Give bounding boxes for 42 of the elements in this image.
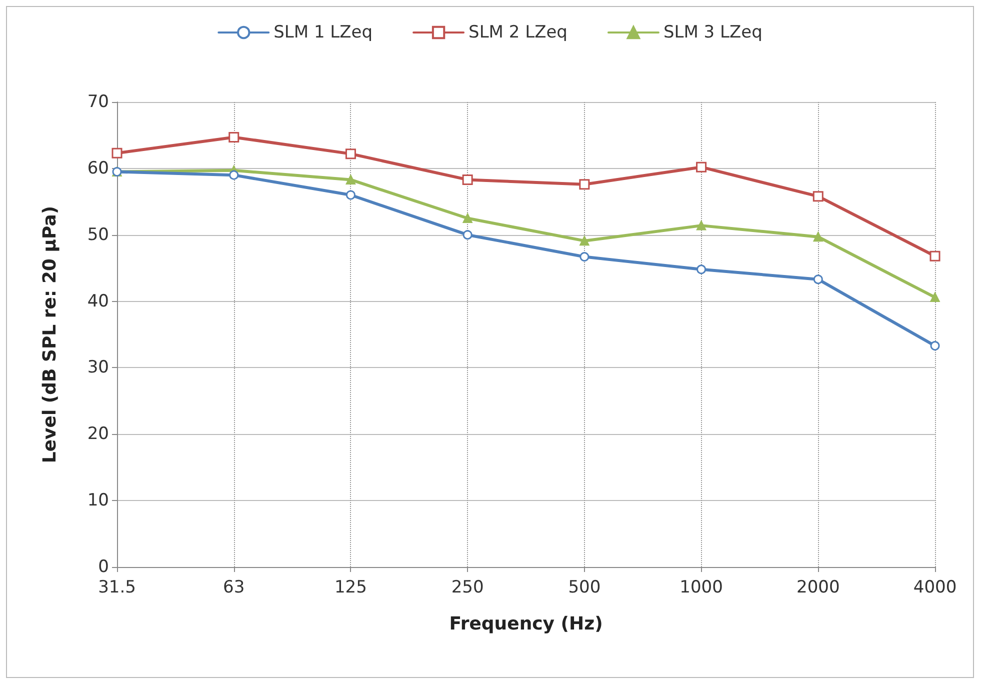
point [346,190,356,200]
y-tick-label: 40 [87,291,109,312]
point [229,170,239,180]
x-tick-label: 1000 [680,578,723,598]
point [345,148,356,160]
point [580,252,590,262]
point [579,179,590,190]
y-tick-label: 0 [98,557,109,577]
x-tick-label: 4000 [913,578,957,598]
x-tick-label: 2000 [796,578,840,598]
legend-label: SLM 3 LZeq [663,22,762,42]
point [228,132,240,142]
point [696,162,707,172]
point [462,174,473,185]
y-axis-title: Level (dB SPL re: 20 µPa) [40,206,60,464]
point [930,292,940,302]
point [813,232,823,242]
x-tick-label: 500 [568,578,601,598]
point [812,191,824,202]
point [930,250,940,262]
point [462,214,472,223]
point [696,220,706,230]
point [813,274,823,284]
point [696,264,706,274]
y-tick-label: 70 [87,92,109,112]
x-tick-label: 250 [451,578,484,598]
x-tick-label: 63 [223,578,245,598]
point [930,341,940,351]
x-axis-title: Frequency (Hz) [449,614,603,634]
legend-label: SLM 1 LZeq [274,22,373,42]
y-tick-label: 20 [87,424,109,444]
point [346,174,356,184]
y-tick-label: 10 [87,490,109,511]
y-tick-label: 50 [87,224,109,245]
x-tick-label: 31.5 [98,578,136,598]
point [462,230,472,240]
point [112,148,122,158]
y-tick-label: 60 [87,158,109,178]
point [580,236,590,246]
y-tick-label: 30 [87,358,109,378]
x-tick-label: 125 [334,578,367,598]
legend-label: SLM 2 LZeq [468,22,568,42]
